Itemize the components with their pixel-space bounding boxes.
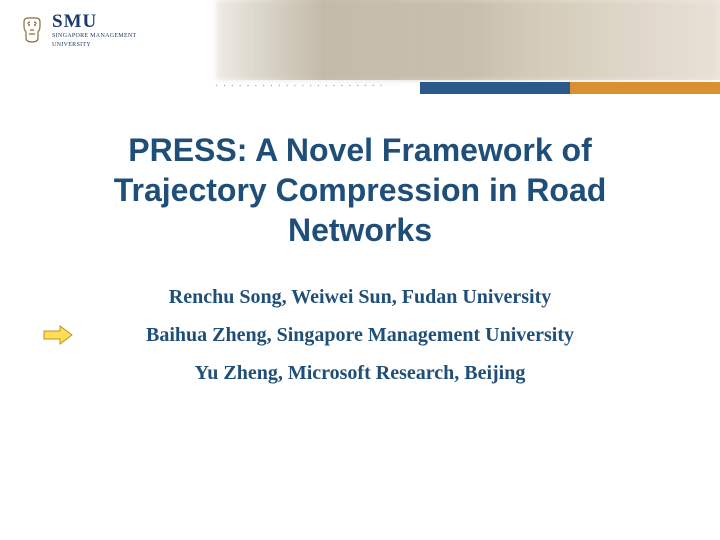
- author-line-1: Renchu Song, Weiwei Sun, Fudan Universit…: [60, 278, 660, 316]
- logo-text-block: SMU SINGAPORE MANAGEMENT UNIVERSITY: [52, 12, 137, 48]
- university-logo: SMU SINGAPORE MANAGEMENT UNIVERSITY: [20, 12, 137, 48]
- author-line-2-text: Baihua Zheng, Singapore Management Unive…: [146, 324, 574, 346]
- header-banner: SMU SINGAPORE MANAGEMENT UNIVERSITY: [0, 0, 720, 80]
- logo-sub-line1: SINGAPORE MANAGEMENT: [52, 33, 137, 40]
- lion-icon: [20, 16, 44, 44]
- arrow-icon: [42, 324, 74, 346]
- author-line-3: Yu Zheng, Microsoft Research, Beijing: [60, 354, 660, 392]
- logo-main-text: SMU: [52, 12, 137, 31]
- divider-dots: · · · · · · · · · · · · · · · · · · · · …: [215, 81, 384, 94]
- logo-sub-line2: UNIVERSITY: [52, 42, 137, 49]
- divider-bar: · · · · · · · · · · · · · · · · · · · · …: [0, 80, 720, 94]
- divider-orange-segment: [570, 82, 720, 94]
- slide-title: PRESS: A Novel Framework of Trajectory C…: [60, 130, 660, 250]
- slide-content: PRESS: A Novel Framework of Trajectory C…: [0, 80, 720, 392]
- author-list: Renchu Song, Weiwei Sun, Fudan Universit…: [60, 278, 660, 392]
- header-blur-bg: [216, 0, 720, 80]
- author-line-2: Baihua Zheng, Singapore Management Unive…: [60, 316, 660, 354]
